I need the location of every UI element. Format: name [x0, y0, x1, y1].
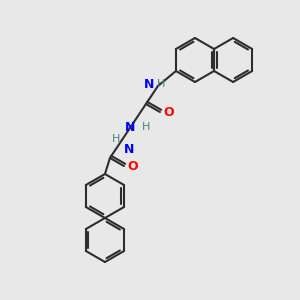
Text: H: H: [112, 134, 120, 144]
Text: N: N: [144, 77, 154, 91]
Text: O: O: [163, 106, 174, 118]
Text: H: H: [142, 122, 150, 132]
Text: H: H: [157, 79, 165, 89]
Text: N: N: [124, 121, 135, 134]
Text: O: O: [127, 160, 138, 172]
Text: N: N: [124, 143, 134, 156]
